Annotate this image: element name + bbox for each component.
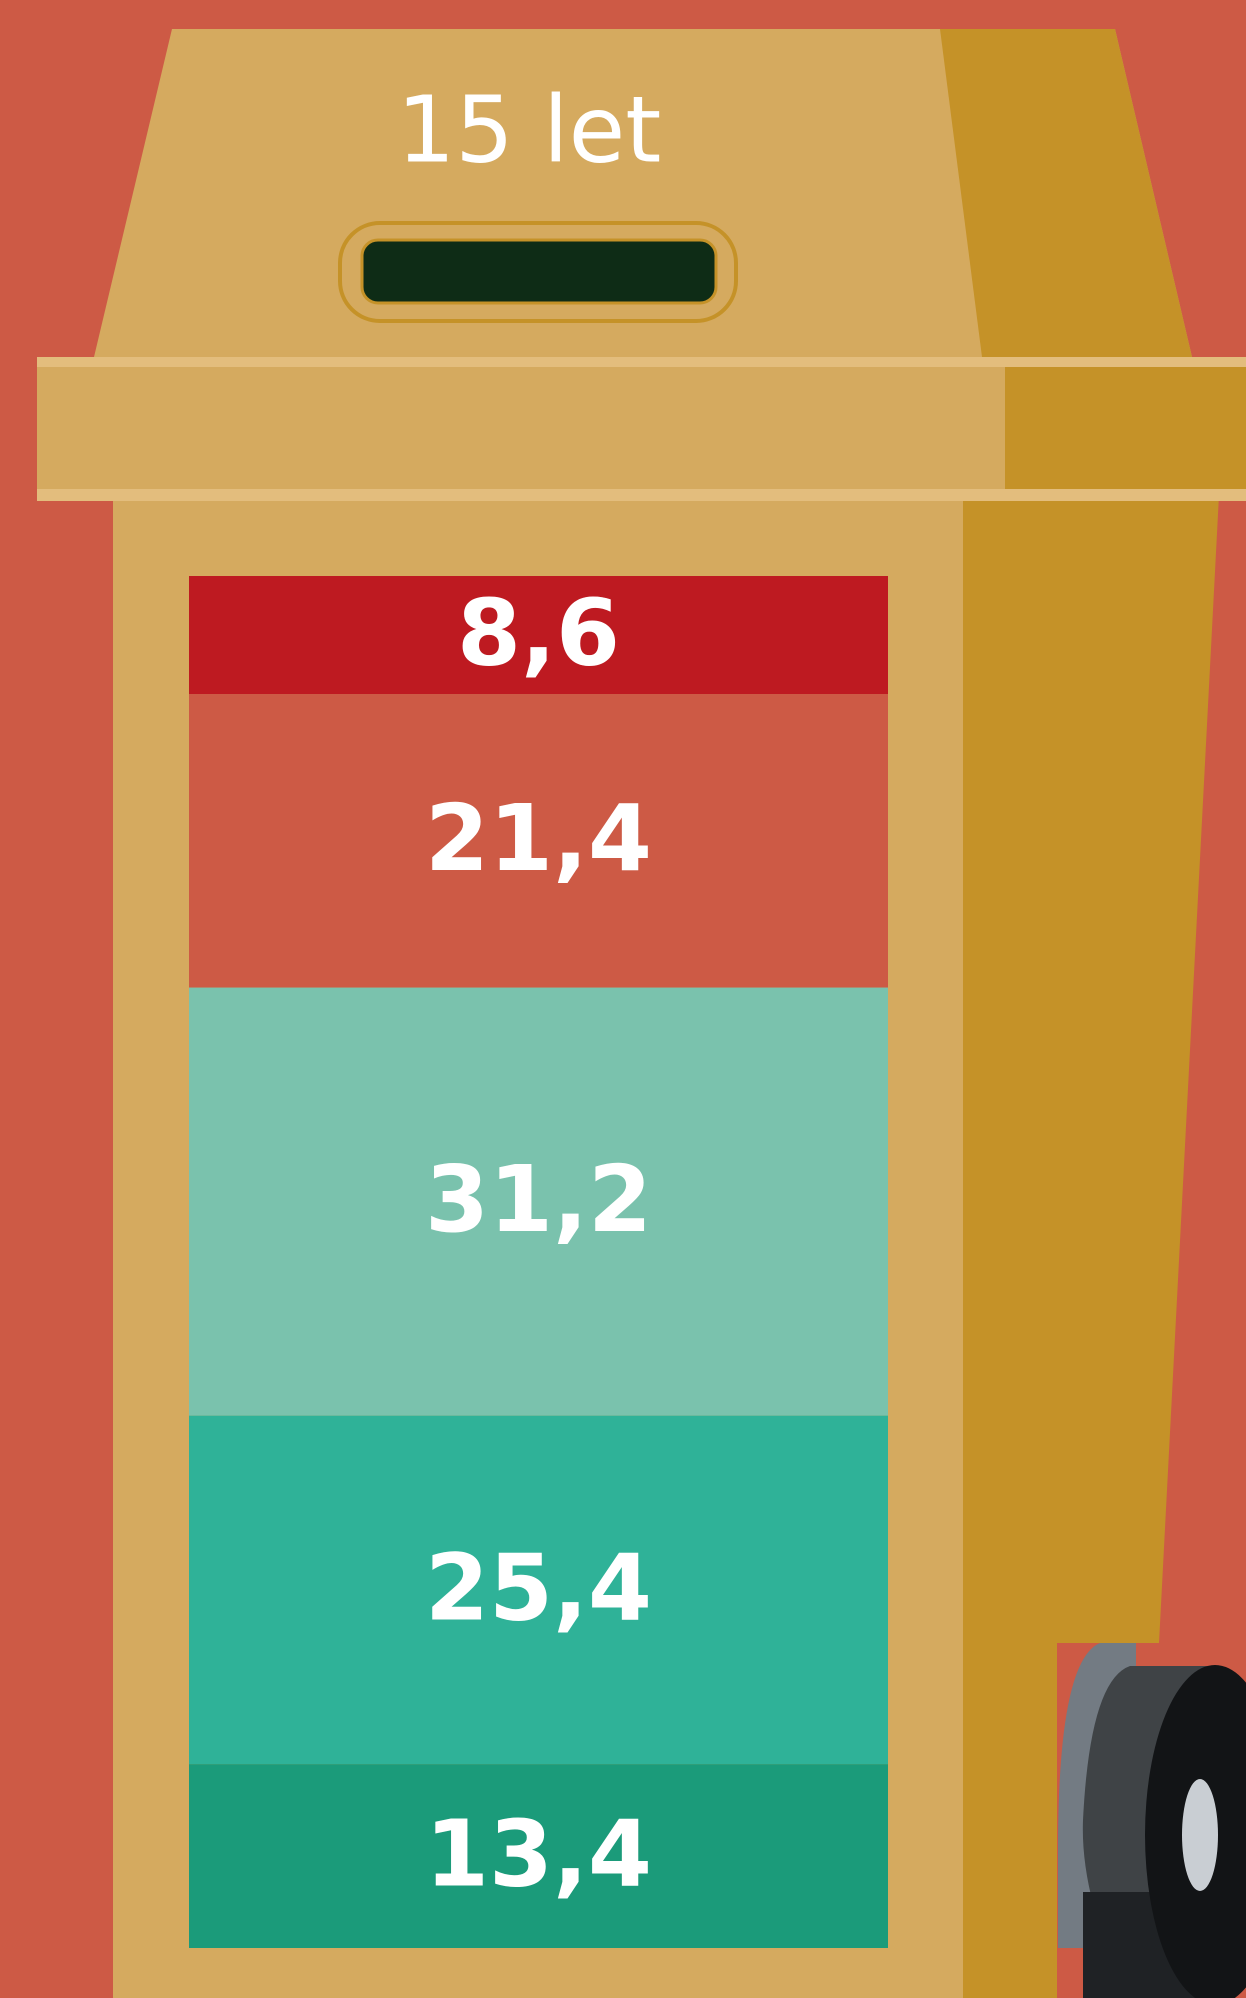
band-stripe xyxy=(37,357,1246,367)
band-stripe xyxy=(37,489,1246,501)
value-label: 8,6 xyxy=(457,579,620,686)
bin-lid-side xyxy=(940,29,1192,357)
value-label: 13,4 xyxy=(425,1800,652,1907)
value-label: 31,2 xyxy=(425,1146,652,1253)
value-label: 21,4 xyxy=(425,785,652,892)
bin-body-side xyxy=(963,495,1219,1998)
slot-outline xyxy=(338,221,738,323)
value-label: 25,4 xyxy=(425,1534,652,1641)
segment xyxy=(189,987,888,1416)
wheel xyxy=(1058,1643,1246,1998)
chart-title: 15 let xyxy=(397,76,662,183)
segment xyxy=(189,1764,888,1948)
wheel-center xyxy=(1182,1779,1218,1891)
slot xyxy=(360,238,718,305)
segment xyxy=(189,1415,888,1765)
segment xyxy=(189,693,888,988)
segment xyxy=(189,576,888,694)
bin-band-side xyxy=(1005,367,1246,489)
